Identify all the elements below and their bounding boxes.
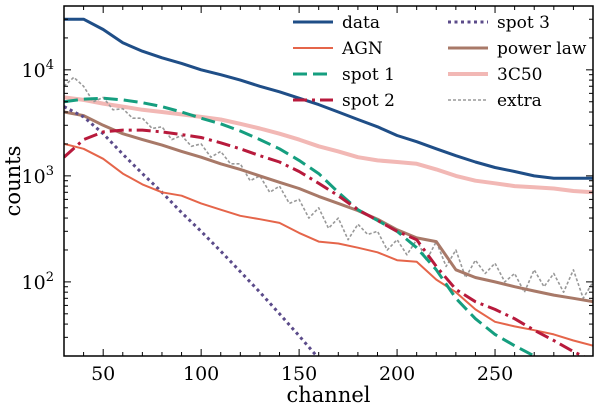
legend-label: 3C50 (497, 65, 542, 85)
series-line-extra (64, 76, 593, 300)
legend-label: AGN (341, 39, 383, 59)
series-line-agn (64, 142, 593, 347)
x-axis: 50 100 150 200 250 (83, 6, 574, 385)
x-tick-label: 150 (281, 363, 317, 385)
y-tick-label: 103 (22, 164, 54, 188)
legend: data AGN spot 1 spot 2 spot 3 power law 3C50 ex… (293, 13, 587, 111)
legend-label: data (342, 13, 380, 33)
y-axis: 102 103 104 (22, 5, 593, 357)
legend-label: spot 2 (342, 91, 395, 111)
series-line-power-law (64, 110, 593, 304)
legend-label: extra (497, 91, 542, 111)
series-line-data (64, 17, 593, 180)
series-line-spot-1 (64, 96, 541, 356)
legend-label: spot 3 (497, 13, 550, 33)
x-tick-label: 100 (183, 363, 219, 385)
legend-label: spot 1 (342, 65, 395, 85)
y-tick-label: 102 (22, 270, 54, 294)
x-tick-label: 250 (477, 363, 513, 385)
series-line-spot-3 (64, 105, 319, 356)
y-tick-label: 104 (22, 58, 54, 82)
x-tick-label: 50 (91, 363, 115, 385)
x-axis-label: channel (287, 383, 371, 407)
legend-label: power law (497, 39, 587, 59)
series-line-3c50 (64, 95, 593, 195)
x-tick-label: 200 (379, 363, 415, 385)
plot-lines (64, 17, 593, 356)
y-axis-label: counts (1, 146, 25, 217)
